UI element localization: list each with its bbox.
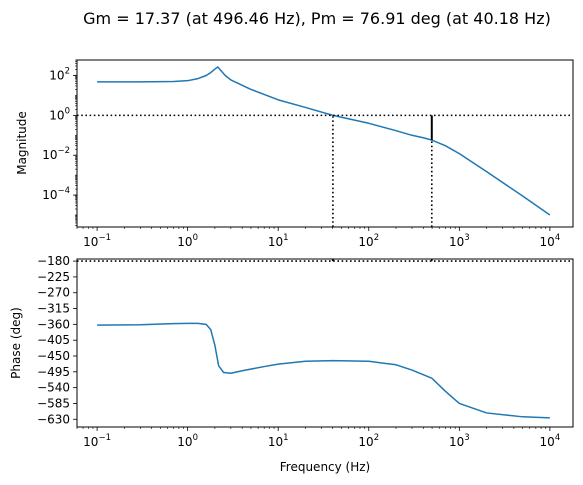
magnitude-ylabel: Magnitude (15, 111, 29, 175)
phase-axes-frame (76, 258, 574, 428)
phase-y-tick-label: −630 (37, 412, 70, 426)
phase-x-tick-label: 102 (358, 433, 379, 449)
phase-y-tick-label: −315 (37, 302, 70, 316)
phase-xlabel: Frequency (Hz) (280, 460, 371, 474)
phase-y-tick-label: −360 (37, 317, 70, 331)
magnitude-x-tick-label: 104 (540, 233, 561, 249)
magnitude-series-line (97, 66, 551, 216)
phase-y-tick-label: −270 (37, 286, 70, 300)
magnitude-x-tick-label: 103 (449, 233, 470, 249)
phase-x-tick-label: 10−1 (83, 433, 111, 449)
phase-y-tick-label: −405 (37, 333, 70, 347)
phase-x-tick-label: 104 (540, 433, 561, 449)
phase-panel: 10−1 100 101 102 103 104 −180 −225 −270 −315−360… (9, 254, 574, 474)
phase-series-line (97, 322, 550, 419)
magnitude-y-tick-label: 10−2 (42, 146, 70, 162)
magnitude-axes-frame (76, 59, 574, 228)
phase-y-tick-label: −495 (37, 365, 70, 379)
phase-y-tick-label: −180 (37, 254, 70, 268)
magnitude-panel: 10−1 100 101 102 103 104 102 100 10−2 10−4 Magni… (15, 59, 574, 249)
magnitude-x-tick-label: 10−1 (83, 233, 111, 249)
magnitude-x-tick-label: 100 (177, 233, 198, 249)
phase-ylabel: Phase (deg) (9, 307, 23, 379)
magnitude-x-tick-label: 102 (358, 233, 379, 249)
phase-x-tick-label: 103 (449, 433, 470, 449)
magnitude-y-tick-label: 102 (49, 67, 70, 83)
phase-y-tick-label: −540 (37, 381, 70, 395)
magnitude-y-tick-label: 10−4 (42, 186, 70, 202)
phase-y-tick-label: −225 (37, 270, 70, 284)
phase-y-tick-label: −450 (37, 349, 70, 363)
phase-y-tick-label: −585 (37, 396, 70, 410)
phase-x-tick-label: 100 (177, 433, 198, 449)
magnitude-y-tick-label: 100 (49, 106, 70, 122)
magnitude-x-tick-label: 101 (268, 233, 289, 249)
phase-x-tick-label: 101 (268, 433, 289, 449)
figure-title: Gm = 17.37 (at 496.46 Hz), Pm = 76.91 de… (83, 9, 551, 28)
